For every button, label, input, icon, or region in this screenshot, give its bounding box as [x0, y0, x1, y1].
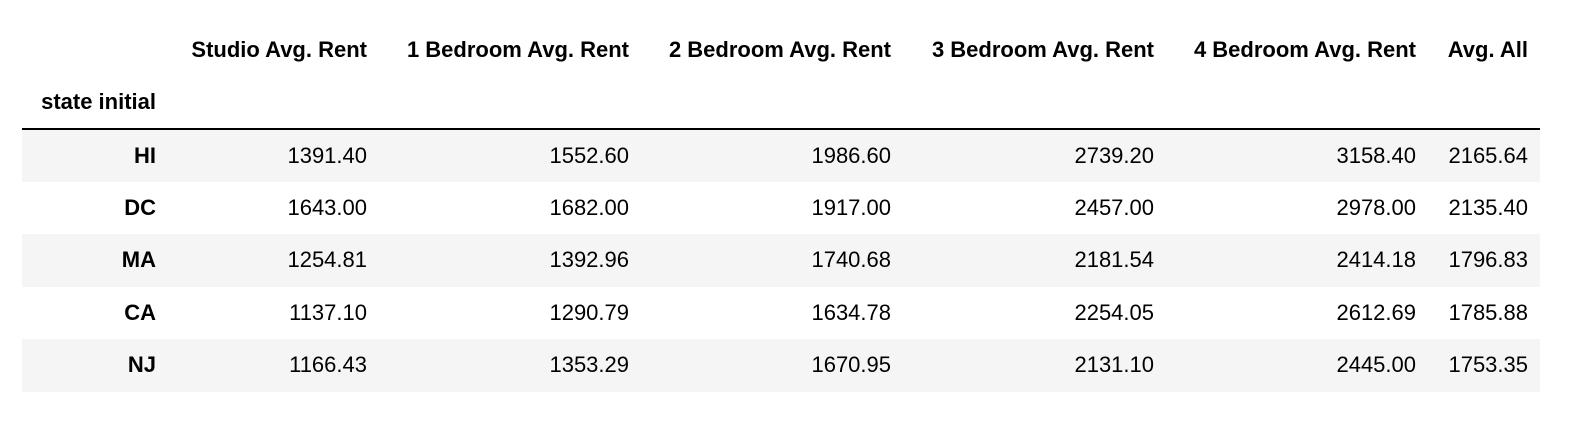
- column-header: 3 Bedroom Avg. Rent: [931, 37, 1154, 62]
- table-cell: 1740.68: [811, 247, 891, 273]
- row-index: HI: [134, 142, 156, 168]
- table-cell: 2739.20: [1074, 142, 1154, 168]
- table-cell: 3158.40: [1336, 142, 1416, 168]
- table-cell: 1785.88: [1448, 299, 1528, 325]
- row-index: DC: [124, 194, 156, 220]
- column-header-row: Studio Avg. Rent 1 Bedroom Avg. Rent 2 B…: [22, 24, 1540, 76]
- row-index: NJ: [127, 352, 156, 378]
- row-index: CA: [124, 299, 156, 325]
- table-cell: 2457.00: [1074, 194, 1154, 220]
- table-cell: 2445.00: [1336, 352, 1416, 378]
- table-cell: 2414.18: [1336, 247, 1416, 273]
- column-header: Studio Avg. Rent: [191, 37, 367, 62]
- table-cell: 1166.43: [289, 352, 367, 378]
- table-cell: 2131.10: [1074, 352, 1154, 378]
- index-name-row: state initial: [22, 76, 1540, 130]
- column-header: 1 Bedroom Avg. Rent: [406, 37, 629, 62]
- column-header: 4 Bedroom Avg. Rent: [1193, 37, 1416, 62]
- table-cell: 2165.64: [1448, 142, 1528, 168]
- table-cell: 1682.00: [549, 194, 629, 220]
- table-cell: 1796.83: [1448, 247, 1528, 273]
- table-cell: 1634.78: [811, 299, 891, 325]
- table-cell: 2612.69: [1336, 299, 1416, 325]
- row-index: MA: [121, 247, 156, 273]
- table-cell: 1552.60: [549, 142, 629, 168]
- table-row: MA 1254.81 1392.96 1740.68 2181.54 2414.…: [22, 234, 1540, 287]
- table-cell: 2254.05: [1074, 299, 1154, 325]
- dataframe-table: Studio Avg. Rent 1 Bedroom Avg. Rent 2 B…: [22, 24, 1540, 392]
- table-cell: 1670.95: [811, 352, 891, 378]
- table-cell: 1353.29: [549, 352, 629, 378]
- table-cell: 1986.60: [811, 142, 891, 168]
- table-cell: 1290.79: [549, 299, 629, 325]
- table-cell: 2978.00: [1336, 194, 1416, 220]
- table-cell: 1254.81: [287, 247, 367, 273]
- table-cell: 1392.96: [549, 247, 629, 273]
- column-header: 2 Bedroom Avg. Rent: [668, 37, 891, 62]
- table-cell: 2135.40: [1448, 194, 1528, 220]
- table-row: CA 1137.10 1290.79 1634.78 2254.05 2612.…: [22, 287, 1540, 340]
- table-row: NJ 1166.43 1353.29 1670.95 2131.10 2445.…: [22, 339, 1540, 392]
- table-cell: 1391.40: [287, 142, 367, 168]
- table-row: DC 1643.00 1682.00 1917.00 2457.00 2978.…: [22, 182, 1540, 235]
- table-cell: 1137.10: [289, 299, 367, 325]
- table-row: HI 1391.40 1552.60 1986.60 2739.20 3158.…: [22, 129, 1540, 182]
- table-cell: 2181.54: [1074, 247, 1154, 273]
- table-cell: 1643.00: [287, 194, 367, 220]
- table-cell: 1753.35: [1448, 352, 1528, 378]
- column-header: Avg. All: [1447, 37, 1528, 62]
- index-name-header: state initial: [22, 76, 168, 130]
- index-corner-cell: [22, 24, 168, 76]
- table-cell: 1917.00: [811, 194, 891, 220]
